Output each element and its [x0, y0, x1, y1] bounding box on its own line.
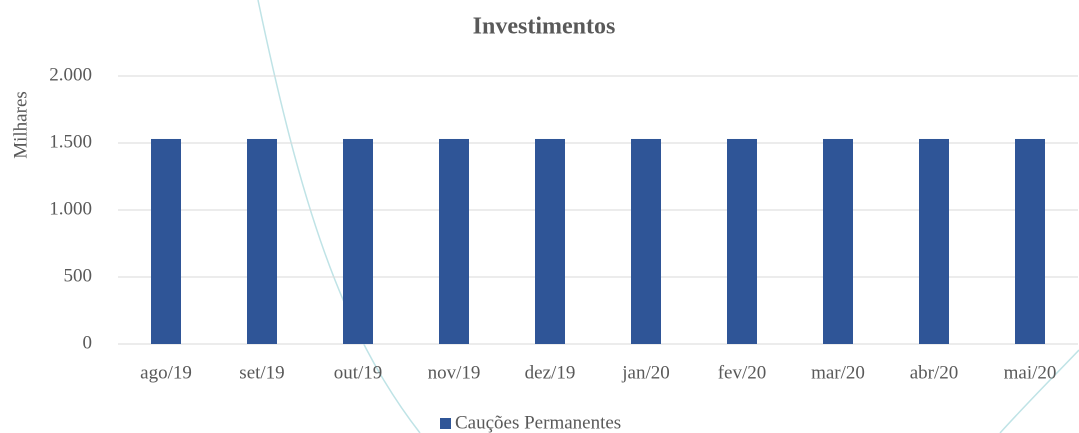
x-tick-label: jan/20 [621, 362, 670, 383]
bar [1015, 138, 1045, 344]
bar [151, 138, 181, 344]
chart-title: Investimentos [473, 14, 616, 40]
x-tick-label: mai/20 [1004, 362, 1057, 383]
decoration [257, 0, 421, 433]
bar [919, 138, 949, 344]
y-tick-label: 1.500 [49, 131, 92, 152]
decoration [999, 349, 1079, 433]
y-tick-label: 2.000 [49, 64, 92, 85]
x-tick-label: nov/19 [428, 362, 481, 383]
bar [535, 138, 565, 344]
bar [823, 138, 853, 344]
y-tick-label: 500 [64, 265, 93, 286]
y-tick-label: 0 [83, 332, 93, 353]
bar [247, 138, 277, 344]
x-tick-label: out/19 [334, 362, 383, 383]
legend-label: Cauções Permanentes [455, 412, 621, 433]
legend-swatch [440, 418, 451, 429]
bar [343, 138, 373, 344]
x-tick-label: mar/20 [811, 362, 865, 383]
x-tick-label: ago/19 [140, 362, 192, 383]
bar [727, 138, 757, 344]
bar [439, 138, 469, 344]
y-axis-label: Milhares [10, 91, 31, 159]
x-tick-label: fev/20 [718, 362, 767, 383]
x-tick-label: abr/20 [910, 362, 959, 383]
x-tick-label: dez/19 [525, 362, 576, 383]
bar [631, 138, 661, 344]
x-tick-label: set/19 [239, 362, 284, 383]
y-tick-label: 1.000 [49, 198, 92, 219]
